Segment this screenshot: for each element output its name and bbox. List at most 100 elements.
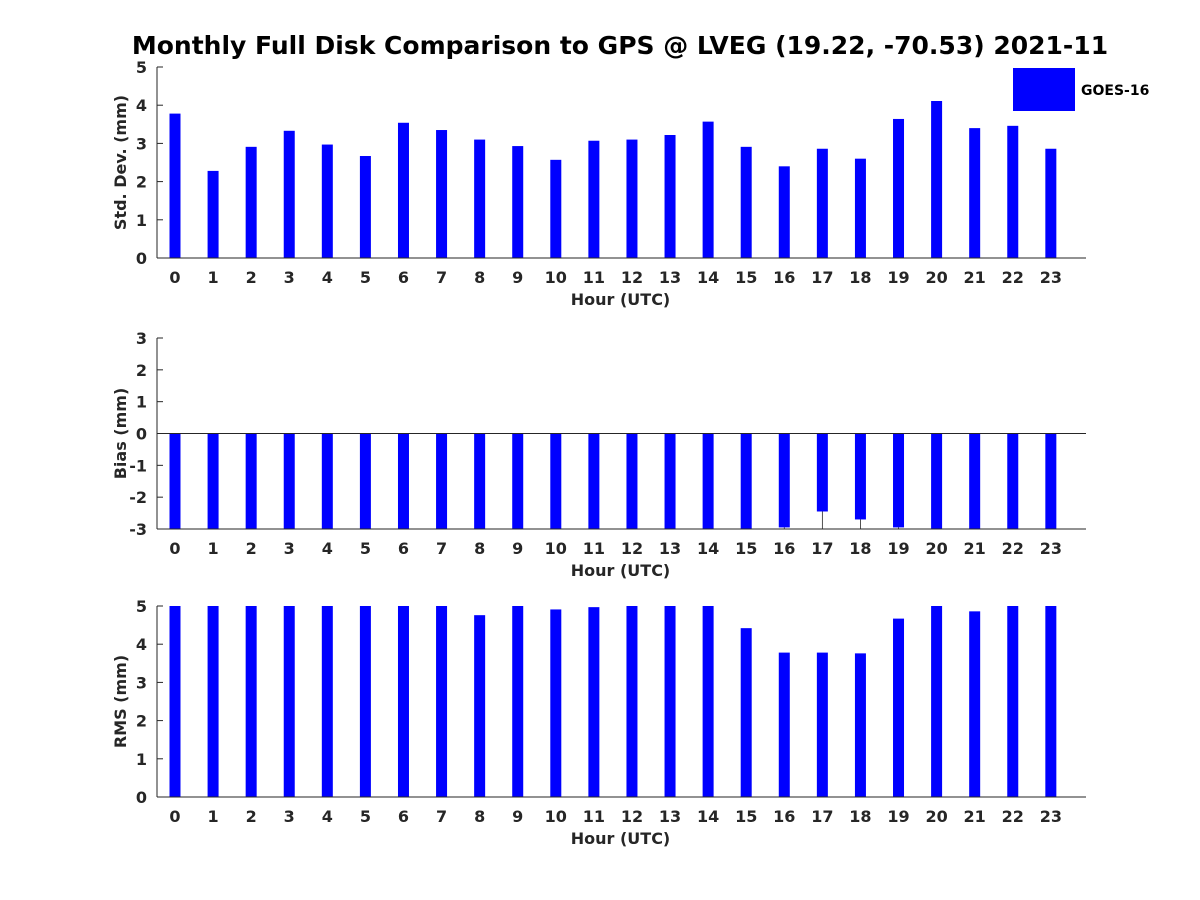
rms-bar-hour-3 [283,606,295,797]
bias-x-tick-label: 12 [621,539,643,558]
std-dev-x-tick-label: 11 [583,268,605,287]
std-dev-bar-hour-5 [359,156,371,258]
bias-bar-hour-10 [550,433,562,529]
bias-bar-hour-3 [283,433,295,529]
rms-x-tick-label: 12 [621,807,643,826]
std-dev-x-tick-label: 13 [659,268,681,287]
std-dev-bar-hour-17 [816,148,828,258]
bias-x-tick-label: 7 [436,539,447,558]
legend-swatch-goes-16 [1013,68,1075,111]
bias-bar-hour-21 [969,433,981,529]
rms-x-tick-label: 2 [246,807,257,826]
bias-bar-hour-23 [1045,433,1057,529]
bias-bar-hour-22 [1007,433,1019,529]
std-dev-bar-hour-11 [588,140,600,258]
rms-bar-hour-16 [778,652,790,797]
std-dev-bar-hour-9 [512,146,524,258]
std-dev-x-tick-label: 6 [398,268,409,287]
std-dev-x-tick-label: 16 [773,268,795,287]
rms-x-tick-label: 11 [583,807,605,826]
std-dev-x-tick-label: 15 [735,268,757,287]
rms-y-tick-label: 4 [136,635,147,654]
bias-x-tick-label: 23 [1040,539,1062,558]
std-dev-x-tick-label: 5 [360,268,371,287]
rms-bar-hour-19 [893,618,905,797]
bias-bar-hour-1 [207,433,219,529]
rms-x-tick-label: 22 [1002,807,1024,826]
bias-bar-hour-5 [359,433,371,529]
rms-x-tick-label: 18 [849,807,871,826]
std-dev-bar-hour-1 [207,170,219,258]
rms-bar-hour-13 [664,606,676,797]
std-dev-bar-hour-21 [969,128,981,258]
std-dev-bar-hour-23 [1045,148,1057,258]
bias-x-tick-label: 2 [246,539,257,558]
bias-x-tick-label: 3 [284,539,295,558]
std-dev-bar-hour-14 [702,121,714,258]
rms-bar-hour-5 [359,606,371,797]
rms-bar-hour-1 [207,606,219,797]
std-dev-bar-hour-6 [397,122,409,259]
rms-x-tick-label: 3 [284,807,295,826]
bias-bar-hour-7 [436,433,448,529]
bias-x-tick-label: 14 [697,539,719,558]
rms-x-tick-label: 16 [773,807,795,826]
std-dev-bar-hour-10 [550,159,562,258]
rms-bar-hour-10 [550,609,562,797]
std-dev-y-tick-label: 2 [136,173,147,192]
std-dev-bar-hour-2 [245,146,257,258]
bias-y-tick-label: -1 [129,456,147,475]
bias-bar-hour-16 [778,433,790,528]
rms-x-tick-label: 9 [512,807,523,826]
std-dev-y-tick-label: 5 [136,58,147,77]
std-dev-x-tick-label: 23 [1040,268,1062,287]
bias-x-tick-label: 13 [659,539,681,558]
rms-x-tick-label: 23 [1040,807,1062,826]
bias-y-tick-label: 3 [136,329,147,348]
std-dev-x-tick-label: 21 [964,268,986,287]
bias-bar-hour-13 [664,433,676,529]
std-dev-bar-hour-13 [664,135,676,258]
std-dev-bar-hour-12 [626,139,638,258]
std-dev-y-tick-label: 3 [136,134,147,153]
rms-y-tick-label: 0 [136,788,147,807]
rms-bar-hour-11 [588,607,600,797]
bias-x-tick-label: 10 [545,539,567,558]
std-dev-x-tick-label: 3 [284,268,295,287]
bias-bar-hour-11 [588,433,600,529]
std-dev-x-tick-label: 17 [811,268,833,287]
std-dev-x-tick-label: 18 [849,268,871,287]
bias-x-tick-label: 9 [512,539,523,558]
std-dev-bar-hour-7 [436,130,448,258]
legend-label-goes-16: GOES-16 [1081,83,1149,99]
rms-y-tick-label: 3 [136,673,147,692]
std-dev-bar-hour-0 [169,113,181,258]
rms-x-tick-label: 21 [964,807,986,826]
std-dev-x-tick-label: 10 [545,268,567,287]
std-dev-x-tick-label: 7 [436,268,447,287]
rms-bar-hour-17 [816,652,828,797]
bias-bar-hour-4 [321,433,333,529]
rms-x-tick-label: 19 [887,807,909,826]
rms-x-tick-label: 0 [169,807,180,826]
std-dev-x-tick-label: 12 [621,268,643,287]
bias-bar-hour-2 [245,433,257,529]
rms-y-tick-label: 1 [136,750,147,769]
bias-x-tick-label: 1 [208,539,219,558]
bias-bar-hour-6 [397,433,409,529]
rms-x-tick-label: 20 [925,807,947,826]
rms-x-tick-label: 7 [436,807,447,826]
std-dev-bar-hour-8 [474,139,486,258]
rms-x-tick-label: 8 [474,807,485,826]
bias-y-tick-label: 0 [136,425,147,444]
rms-bar-hour-12 [626,606,638,797]
bias-bar-hour-17 [816,433,828,512]
bias-bar-hour-14 [702,433,714,529]
bias-x-tick-label: 5 [360,539,371,558]
std-dev-x-tick-label: 19 [887,268,909,287]
bias-bar-hour-19 [893,433,905,528]
std-dev-y-axis-label: Std. Dev. (mm) [111,95,130,230]
